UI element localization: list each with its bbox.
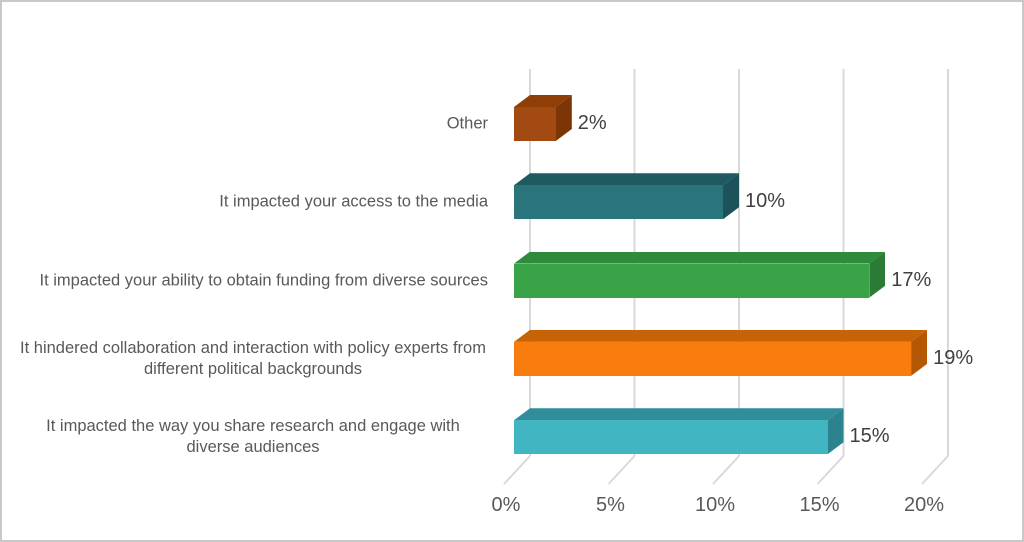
x-axis-tick-label: 5%: [596, 494, 625, 516]
value-label: 2%: [577, 112, 607, 134]
bar-front-face: [514, 185, 723, 220]
category-label: It impacted your ability to obtain fundi…: [39, 271, 488, 290]
bar-side-face: [723, 173, 739, 219]
floor-tick: [816, 455, 845, 485]
bar-top-face: [514, 173, 739, 185]
bar-side-face: [869, 252, 885, 298]
bar-top-face: [514, 252, 885, 264]
bar-front-face: [514, 420, 828, 455]
bar-side-face: [556, 95, 572, 141]
x-axis-tick-label: 10%: [694, 494, 736, 516]
bar-front-face: [514, 107, 556, 141]
value-label: 17%: [891, 268, 932, 291]
value-label: 15%: [849, 425, 890, 448]
bar-2: [514, 252, 885, 298]
x-axis-tick-label: 20%: [903, 494, 945, 516]
category-label: It impacted your access to the media: [219, 192, 488, 211]
floor-tick: [503, 455, 531, 485]
bar-top-face: [514, 408, 844, 420]
floor-tick: [712, 455, 740, 485]
bar-top-face: [514, 95, 572, 107]
category-label: It hindered collaboration and interactio…: [20, 338, 486, 378]
value-label: 10%: [745, 190, 786, 213]
category-label: It impacted the way you share research a…: [46, 417, 460, 457]
bar-4: [514, 408, 844, 455]
floor-tick: [921, 455, 949, 485]
x-axis-tick-label: 0%: [491, 494, 521, 516]
bar-front-face: [514, 263, 870, 298]
x-axis-tick-label: 15%: [799, 494, 840, 516]
floor-tick: [607, 455, 636, 485]
bar-side-face: [911, 330, 927, 376]
value-label: 19%: [933, 346, 974, 369]
bar-3: [514, 330, 927, 376]
bar-top-face: [514, 330, 927, 342]
bar-0: [514, 95, 572, 141]
bar-side-face: [828, 408, 844, 454]
bar-1: [514, 173, 739, 220]
category-label: Other: [446, 114, 488, 133]
bar-front-face: [514, 341, 912, 376]
